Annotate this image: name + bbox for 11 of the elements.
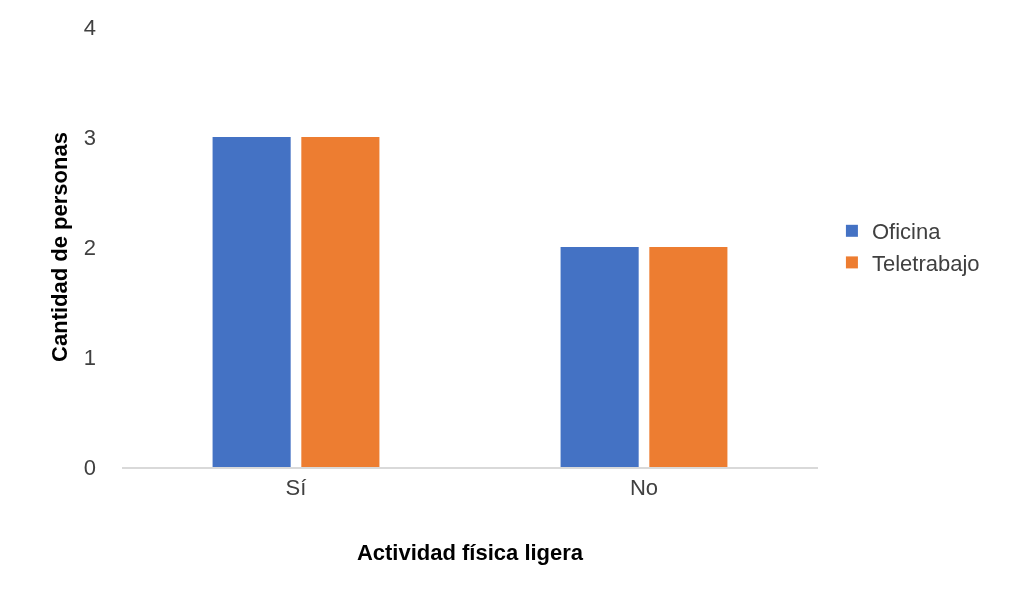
legend-label: Oficina [871, 219, 942, 245]
y-tick-label: 3 [83, 124, 96, 150]
y-axis-title: Cantidad de personas [46, 132, 72, 362]
legend-label: Teletrabajo [871, 250, 980, 276]
y-tick-label: 2 [83, 234, 96, 260]
x-tick-label: No [629, 475, 659, 501]
y-tick-label: 4 [83, 14, 96, 40]
x-axis-title: Actividad física ligera [356, 539, 584, 565]
y-tick-label: 1 [83, 344, 96, 370]
y-tick-label: 0 [83, 454, 96, 480]
x-tick-label: Sí [285, 475, 307, 501]
